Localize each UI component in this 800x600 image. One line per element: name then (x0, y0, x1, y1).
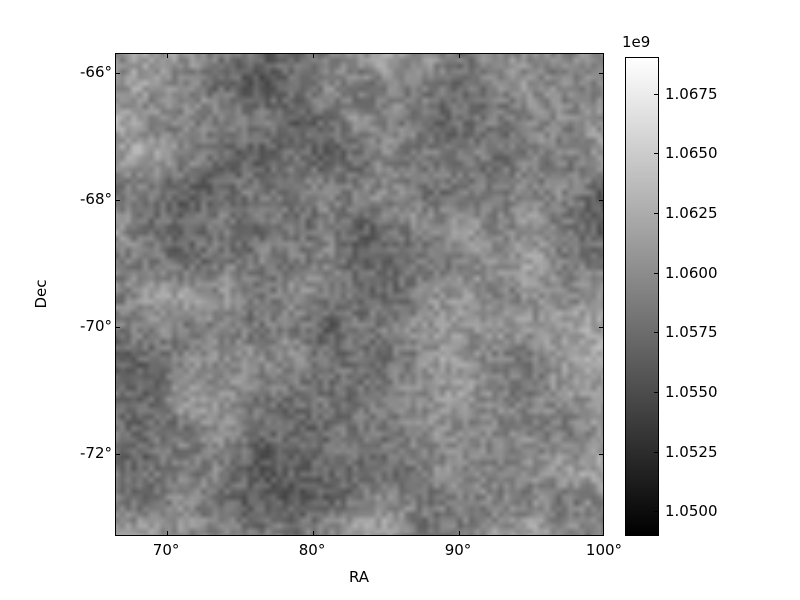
colorbar[interactable] (625, 57, 659, 536)
x-tick-label: 90° (444, 541, 472, 559)
colorbar-tick-label: 1.0575 (665, 323, 718, 342)
x-tick-label: 100° (585, 541, 623, 559)
colorbar-tick-label: 1.0500 (665, 502, 718, 521)
y-tick-label: -68° (80, 190, 112, 209)
colorbar-tick-label: 1.0675 (665, 84, 718, 103)
colorbar-tick-mark (654, 511, 658, 513)
x-tick-label: 80° (298, 541, 326, 559)
colorbar-tick-label: 1.0550 (665, 382, 718, 401)
y-tick-mark (116, 200, 120, 202)
colorbar-tick-mark (654, 332, 658, 334)
colorbar-tick-mark (654, 93, 658, 95)
colorbar-tick-mark (654, 153, 658, 155)
y-tick-mark (116, 73, 120, 75)
y-tick-mark (599, 200, 603, 202)
y-tick-label: -70° (80, 317, 112, 336)
colorbar-tick-mark (654, 213, 658, 215)
sky-map-axes[interactable] (115, 53, 604, 536)
y-tick-mark (599, 454, 603, 456)
x-tick-label: 70° (152, 541, 180, 559)
colorbar-offset-text: 1e9 (622, 33, 651, 51)
colorbar-tick-label: 1.0525 (665, 442, 718, 461)
colorbar-tick-mark (654, 391, 658, 393)
y-tick-label: -72° (80, 444, 112, 463)
colorbar-tick-label: 1.0650 (665, 144, 718, 163)
x-axis-label: RA (348, 568, 370, 586)
y-tick-mark (116, 454, 120, 456)
colorbar-tick-mark (654, 451, 658, 453)
sky-map-heatmap-image (116, 54, 603, 535)
x-tick-mark (459, 531, 461, 535)
y-axis-label: Dec (32, 279, 50, 309)
x-tick-mark (313, 54, 315, 58)
colorbar-gradient (626, 58, 658, 535)
x-tick-mark (459, 54, 461, 58)
colorbar-tick-mark (654, 272, 658, 274)
x-tick-mark (313, 531, 315, 535)
y-tick-mark (599, 327, 603, 329)
colorbar-tick-label: 1.0625 (665, 204, 718, 223)
y-tick-mark (116, 327, 120, 329)
y-tick-mark (599, 73, 603, 75)
y-tick-label: -66° (80, 63, 112, 82)
colorbar-tick-label: 1.0600 (665, 263, 718, 282)
x-tick-mark (167, 531, 169, 535)
x-tick-mark (167, 54, 169, 58)
